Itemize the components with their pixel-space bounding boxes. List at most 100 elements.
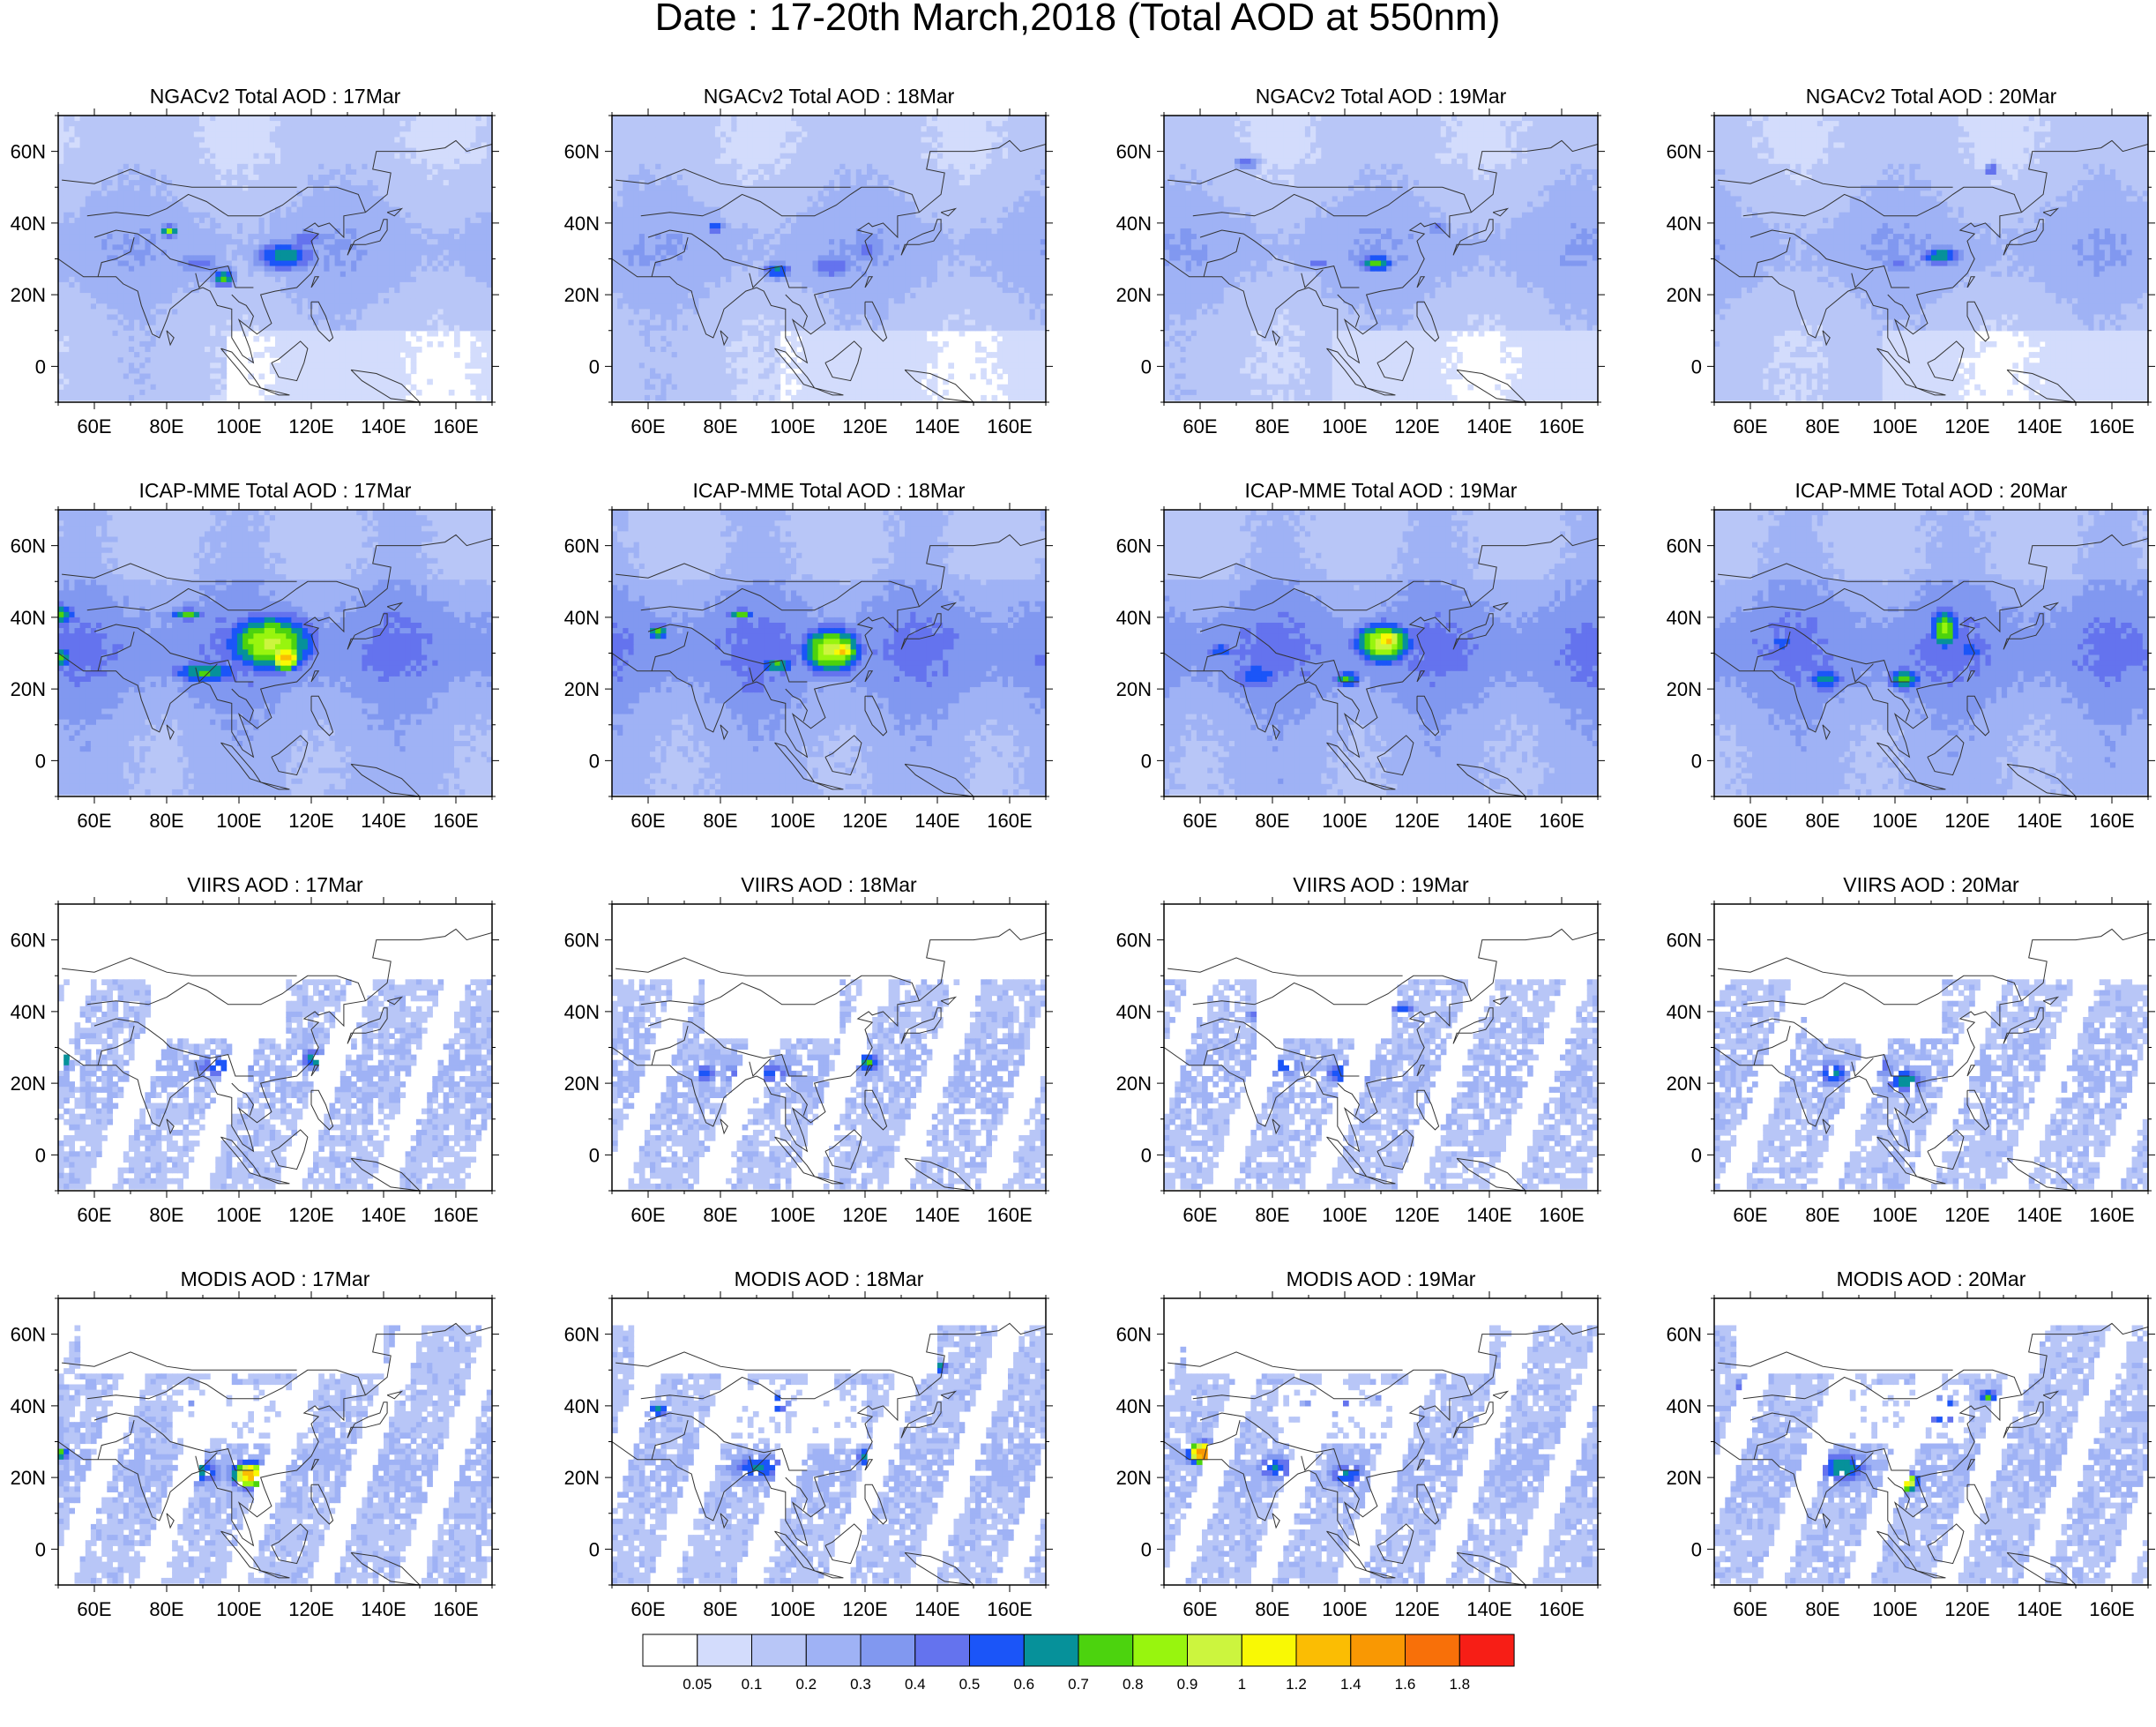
- aod-cell: [437, 250, 444, 256]
- aod-cell: [905, 137, 911, 144]
- aod-cell: [74, 222, 81, 229]
- aod-cell: [367, 217, 374, 224]
- aod-cell: [302, 330, 309, 337]
- aod-cell: [422, 153, 428, 160]
- aod-cell: [177, 357, 183, 363]
- aod-cell: [834, 142, 840, 149]
- aod-cell: [351, 244, 357, 250]
- aod-cell: [367, 222, 374, 229]
- aod-cell: [145, 330, 152, 337]
- aod-cell: [296, 147, 303, 154]
- aod-cell: [128, 137, 135, 144]
- aod-cell: [720, 153, 727, 160]
- aod-cell: [123, 185, 130, 191]
- aod-cell: [90, 180, 97, 186]
- aod-cell: [394, 137, 400, 144]
- aod-cell: [415, 116, 422, 122]
- aod-cell: [791, 163, 797, 170]
- aod-cell: [112, 325, 119, 332]
- aod-cell: [334, 384, 341, 391]
- aod-cell: [486, 281, 492, 288]
- aod-cell: [160, 244, 168, 250]
- aod-cell: [128, 153, 135, 160]
- aod-cell: [742, 142, 749, 149]
- aod-cell: [356, 271, 362, 278]
- aod-cell: [415, 276, 422, 283]
- aod-cell: [183, 142, 190, 149]
- aod-cell: [198, 368, 205, 375]
- aod-cell: [742, 147, 749, 154]
- aod-cell: [481, 175, 488, 181]
- aod-cell: [79, 121, 86, 127]
- aod-cell: [145, 147, 152, 154]
- aod-cell: [258, 303, 265, 310]
- aod-cell: [443, 196, 450, 203]
- aod-cell: [470, 239, 477, 245]
- aod-cell: [996, 131, 1003, 138]
- aod-cell: [198, 212, 205, 219]
- aod-cell: [264, 185, 271, 191]
- aod-cell: [258, 288, 265, 294]
- aod-cell: [248, 116, 254, 122]
- aod-cell: [150, 378, 157, 385]
- aod-cell: [139, 137, 145, 144]
- aod-cell: [399, 250, 407, 256]
- aod-cell: [399, 137, 407, 144]
- aod-cell: [134, 330, 140, 337]
- aod-cell: [128, 260, 135, 267]
- aod-cell: [90, 228, 97, 235]
- aod-cell: [617, 168, 623, 176]
- aod-cell: [253, 298, 260, 304]
- aod-cell: [123, 116, 130, 122]
- aod-cell: [205, 201, 211, 208]
- aod-cell: [389, 180, 395, 186]
- aod-cell: [167, 293, 173, 299]
- aod-cell: [964, 158, 971, 165]
- aod-cell: [872, 142, 878, 149]
- aod-cell: [242, 212, 249, 219]
- aod-cell: [475, 206, 482, 213]
- aod-cell: [183, 131, 190, 138]
- aod-cell: [280, 158, 287, 165]
- aod-cell: [220, 335, 228, 342]
- aod-cell: [612, 147, 618, 154]
- aod-cell: [160, 201, 168, 208]
- aod-cell: [698, 147, 705, 154]
- aod-cell: [63, 234, 70, 240]
- aod-cell: [443, 121, 450, 127]
- aod-cell: [101, 137, 108, 144]
- aod-cell: [693, 175, 699, 181]
- aod-cell: [459, 212, 466, 219]
- aod-cell: [58, 153, 64, 160]
- aod-cell: [69, 250, 75, 256]
- aod-cell: [296, 153, 303, 160]
- aod-cell: [867, 116, 873, 122]
- aod-cell: [215, 116, 221, 122]
- aod-cell: [367, 175, 374, 181]
- aod-cell: [394, 185, 400, 191]
- aod-cell: [399, 309, 407, 316]
- aod-cell: [415, 212, 422, 219]
- aod-cell: [101, 163, 108, 170]
- aod-cell: [459, 319, 466, 326]
- aod-cell: [405, 373, 412, 380]
- aod-cell: [107, 325, 113, 332]
- aod-cell: [269, 228, 276, 235]
- aod-cell: [785, 158, 792, 165]
- aod-cell: [226, 239, 233, 245]
- aod-cell: [269, 137, 276, 144]
- aod-cell: [448, 131, 455, 138]
- aod-cell: [329, 142, 336, 149]
- aod-cell: [329, 303, 336, 310]
- aod-cell: [242, 271, 249, 278]
- aod-cell: [628, 153, 635, 160]
- aod-cell: [996, 116, 1003, 122]
- aod-cell: [307, 217, 314, 224]
- aod-cell: [198, 394, 205, 401]
- aod-cell: [1024, 168, 1031, 176]
- aod-cell: [220, 217, 228, 224]
- aod-cell: [155, 244, 162, 250]
- aod-cell: [926, 147, 933, 154]
- aod-cell: [123, 325, 130, 332]
- aod-cell: [486, 153, 492, 160]
